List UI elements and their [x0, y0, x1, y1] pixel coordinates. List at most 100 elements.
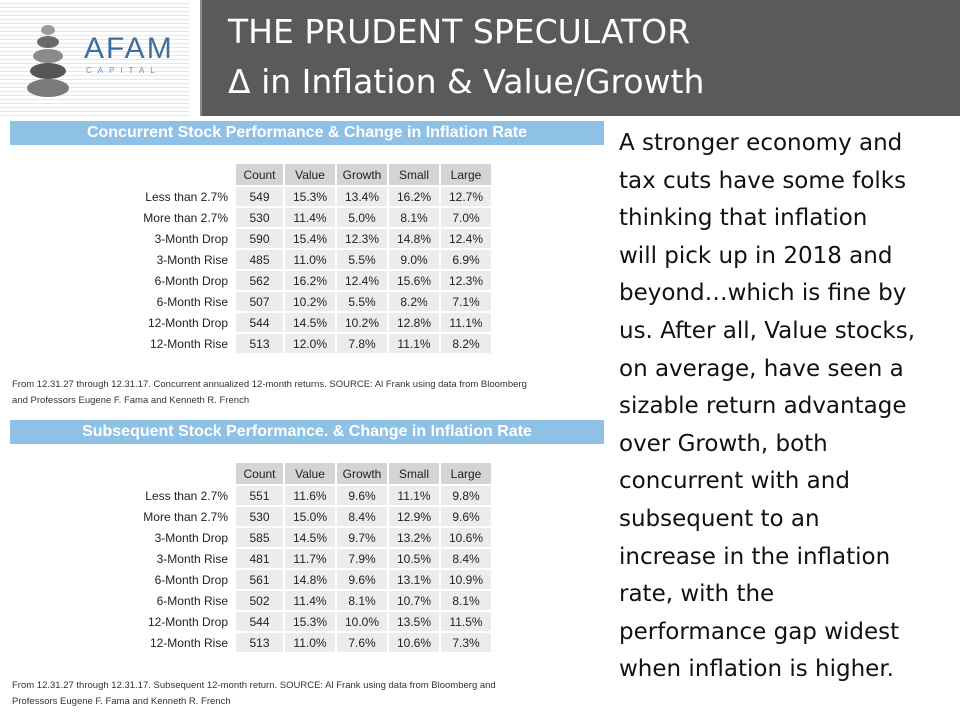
table-row: More than 2.7% 530 15.0% 8.4% 12.9% 9.6%	[120, 507, 491, 526]
table-cell: 544	[236, 313, 283, 332]
commentary-line: when inflation is higher.	[619, 656, 894, 683]
table-cell: 8.2%	[389, 292, 439, 311]
table-cell: 7.0%	[441, 208, 491, 227]
table-cell: 8.1%	[441, 591, 491, 610]
table-cell: 590	[236, 229, 283, 248]
table-cell: 9.0%	[389, 250, 439, 269]
table-cell: 585	[236, 528, 283, 547]
table-cell: 502	[236, 591, 283, 610]
header-divider	[200, 0, 202, 116]
table2-source-note: From 12.31.27 through 12.31.17. Subseque…	[12, 678, 602, 710]
commentary-line: rate, with the	[619, 581, 775, 608]
table-row: More than 2.7% 530 11.4% 5.0% 8.1% 7.0%	[120, 208, 491, 227]
table-header-row: Count Value Growth Small Large	[120, 463, 491, 484]
column-header-value: Value	[285, 463, 335, 484]
table-cell: 7.9%	[337, 549, 387, 568]
slide-title-line-1: THE PRUDENT SPECULATOR	[228, 12, 690, 51]
table-cell: 14.8%	[285, 570, 335, 589]
table-row: Less than 2.7% 551 11.6% 9.6% 11.1% 9.8%	[120, 486, 491, 505]
row-label: Less than 2.7%	[145, 189, 228, 204]
table-cell: 9.6%	[441, 507, 491, 526]
table-cell: 11.4%	[285, 591, 335, 610]
table-cell: 10.5%	[389, 549, 439, 568]
commentary-line: over Growth, both	[619, 430, 828, 457]
row-label: 6-Month Drop	[154, 273, 228, 288]
row-label: 6-Month Drop	[154, 572, 228, 587]
table-cell: 12.0%	[285, 334, 335, 353]
table-cell: 507	[236, 292, 283, 311]
commentary-line: on average, have seen a	[619, 355, 904, 382]
table-cell: 12.3%	[337, 229, 387, 248]
logo-background-lines	[0, 0, 190, 116]
table-row: Less than 2.7% 549 15.3% 13.4% 16.2% 12.7%	[120, 187, 491, 206]
table2-note-line-1: From 12.31.27 through 12.31.17. Subseque…	[12, 680, 496, 691]
table-cell: 485	[236, 250, 283, 269]
table-row: 6-Month Rise 507 10.2% 5.5% 8.2% 7.1%	[120, 292, 491, 311]
column-header-small: Small	[389, 164, 439, 185]
table-cell: 11.0%	[285, 250, 335, 269]
table-cell: 549	[236, 187, 283, 206]
commentary-line: sizable return advantage	[619, 393, 907, 420]
table-cell: 14.8%	[389, 229, 439, 248]
table1-note-line-1: From 12.31.27 through 12.31.17. Concurre…	[12, 379, 527, 390]
table-cell: 14.5%	[285, 313, 335, 332]
table-cell: 481	[236, 549, 283, 568]
table-cell: 12.7%	[441, 187, 491, 206]
table-row: 6-Month Drop 561 14.8% 9.6% 13.1% 10.9%	[120, 570, 491, 589]
logo-subtitle: CAPITAL	[86, 66, 161, 75]
table-cell: 15.3%	[285, 612, 335, 631]
table-header-row: Count Value Growth Small Large	[120, 164, 491, 185]
table-cell: 12.4%	[337, 271, 387, 290]
row-label: More than 2.7%	[143, 210, 228, 225]
table-cell: 5.0%	[337, 208, 387, 227]
column-header-value: Value	[285, 164, 335, 185]
table-cell: 10.6%	[389, 633, 439, 652]
row-label: More than 2.7%	[143, 509, 228, 524]
column-header-large: Large	[441, 463, 491, 484]
stacked-stones-icon	[27, 25, 69, 97]
table-cell: 10.2%	[337, 313, 387, 332]
commentary-line: performance gap widest	[619, 618, 900, 645]
table-row: 6-Month Drop 562 16.2% 12.4% 15.6% 12.3%	[120, 271, 491, 290]
row-label: Less than 2.7%	[145, 488, 228, 503]
table-cell: 13.2%	[389, 528, 439, 547]
table-cell: 6.9%	[441, 250, 491, 269]
slide-title-line-2: Δ in Inflation & Value/Growth	[228, 62, 705, 101]
commentary-line: us. After all, Value stocks,	[619, 317, 916, 344]
table-cell: 11.6%	[285, 486, 335, 505]
table-cell: 14.5%	[285, 528, 335, 547]
row-label: 6-Month Rise	[156, 294, 228, 309]
table-cell: 11.1%	[389, 334, 439, 353]
table-cell: 9.8%	[441, 486, 491, 505]
table-cell: 10.0%	[337, 612, 387, 631]
table-cell: 5.5%	[337, 292, 387, 311]
table2-title: Subsequent Stock Performance. & Change i…	[10, 420, 604, 444]
table-row: 3-Month Rise 481 11.7% 7.9% 10.5% 8.4%	[120, 549, 491, 568]
table-cell: 530	[236, 208, 283, 227]
table-cell: 16.2%	[285, 271, 335, 290]
row-label: 12-Month Drop	[147, 614, 228, 629]
table-cell: 10.6%	[441, 528, 491, 547]
table1-source-note: From 12.31.27 through 12.31.17. Concurre…	[12, 377, 602, 409]
column-header-count: Count	[236, 463, 283, 484]
logo-panel: AFAM CAPITAL	[0, 0, 200, 116]
column-header-small: Small	[389, 463, 439, 484]
row-label: 12-Month Rise	[149, 336, 228, 351]
table-row: 6-Month Rise 502 11.4% 8.1% 10.7% 8.1%	[120, 591, 491, 610]
table-cell: 13.4%	[337, 187, 387, 206]
table-cell: 8.1%	[337, 591, 387, 610]
concurrent-performance-table: Count Value Growth Small Large Less than…	[118, 162, 493, 355]
table-cell: 10.7%	[389, 591, 439, 610]
table-cell: 12.3%	[441, 271, 491, 290]
table-cell: 15.3%	[285, 187, 335, 206]
table-cell: 16.2%	[389, 187, 439, 206]
table-cell: 11.1%	[389, 486, 439, 505]
table-cell: 8.1%	[389, 208, 439, 227]
table1-note-line-2: and Professors Eugene F. Fama and Kennet…	[12, 395, 250, 406]
table-cell: 513	[236, 334, 283, 353]
row-label: 12-Month Rise	[149, 635, 228, 650]
table-cell: 12.9%	[389, 507, 439, 526]
table-corner	[120, 463, 234, 484]
table-cell: 551	[236, 486, 283, 505]
column-header-growth: Growth	[337, 164, 387, 185]
